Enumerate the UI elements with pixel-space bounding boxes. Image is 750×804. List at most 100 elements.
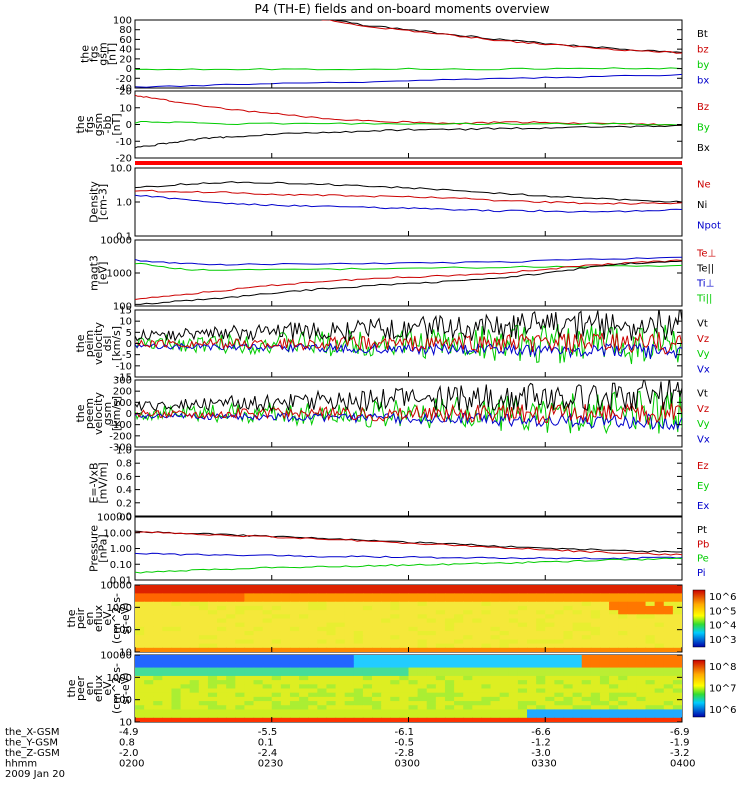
heatmap-cell xyxy=(372,684,382,690)
heatmap-cell xyxy=(426,631,437,636)
heatmap-cell xyxy=(144,635,154,641)
heatmap-cell xyxy=(271,610,282,615)
heatmap-cell xyxy=(545,659,555,664)
heatmap-cell xyxy=(545,614,555,620)
heatmap-cell xyxy=(299,701,309,706)
heatmap-cell xyxy=(171,688,182,694)
heatmap-cell xyxy=(171,696,182,702)
heatmap-cell xyxy=(162,643,173,649)
heatmap-cell xyxy=(609,701,619,706)
heatmap-cell xyxy=(481,647,492,652)
heatmap-cell xyxy=(481,593,492,599)
heatmap-cell xyxy=(217,601,227,607)
heatmap-cell xyxy=(636,675,647,681)
heatmap-cell xyxy=(308,655,318,660)
y-axis-label: the xyxy=(74,404,87,422)
heatmap-cell xyxy=(636,688,647,694)
heatmap-cell xyxy=(408,717,419,722)
heatmap-cell xyxy=(517,585,528,590)
heatmap-cell xyxy=(344,639,355,645)
heatmap-cell xyxy=(226,696,236,702)
heatmap-cell xyxy=(609,684,619,690)
heatmap-cell xyxy=(672,667,682,673)
heatmap-cell xyxy=(444,597,455,603)
heatmap-cell xyxy=(262,675,273,681)
heatmap-cell xyxy=(472,692,483,698)
heatmap-cell xyxy=(454,597,464,603)
heatmap-cell xyxy=(444,663,455,669)
heatmap-cell xyxy=(435,671,446,677)
heatmap-cell xyxy=(654,684,665,690)
heatmap-cell xyxy=(262,635,273,641)
heatmap-cell xyxy=(335,585,346,590)
heatmap-cell xyxy=(444,692,455,698)
legend-item: Vz xyxy=(697,334,709,345)
heatmap-cell xyxy=(353,631,364,636)
heatmap-cell xyxy=(308,605,318,611)
heatmap-cell xyxy=(144,601,154,607)
heatmap-cell xyxy=(444,635,455,641)
heatmap-cell xyxy=(299,713,309,719)
heatmap-cell xyxy=(207,696,218,702)
heatmap-cell xyxy=(454,610,464,615)
heatmap-cell xyxy=(144,671,154,677)
heatmap-cell xyxy=(536,643,546,649)
heatmap-cell xyxy=(654,692,665,698)
heatmap-cell xyxy=(408,680,419,685)
heatmap-cell xyxy=(153,717,163,722)
heatmap-cell xyxy=(144,618,154,624)
heatmap-cell xyxy=(353,696,364,702)
heatmap-cell xyxy=(235,705,245,711)
heatmap-cell xyxy=(399,701,410,706)
heatmap-cell xyxy=(609,647,619,652)
heatmap-cell xyxy=(554,696,565,702)
heatmap-cell xyxy=(463,688,473,694)
heatmap-cell xyxy=(636,618,647,624)
heatmap-cell xyxy=(472,667,483,673)
heatmap-cell xyxy=(481,680,492,685)
heatmap-cell xyxy=(618,605,628,611)
heatmap-cell xyxy=(326,675,337,681)
heatmap-cell xyxy=(599,717,610,722)
heatmap-cell xyxy=(317,614,328,620)
heatmap-cell xyxy=(299,647,309,652)
heatmap-cell xyxy=(417,622,428,628)
heatmap-cell xyxy=(672,635,682,641)
heatmap-cell xyxy=(627,589,638,594)
heatmap-cell xyxy=(444,647,455,652)
heatmap-cell xyxy=(253,705,264,711)
heatmap-cell xyxy=(162,614,173,620)
legend-item: Ey xyxy=(697,481,709,492)
heatmap-cell xyxy=(308,696,318,702)
heatmap-cell xyxy=(527,639,537,645)
heatmap-cell xyxy=(636,709,647,715)
heatmap-cell xyxy=(426,618,437,624)
heatmap-cell xyxy=(545,618,555,624)
legend-item: Te|| xyxy=(696,264,714,275)
heatmap-cell xyxy=(207,692,218,698)
panel-p9: 10^610^510^410^310000100010010thepeirene… xyxy=(65,581,736,659)
heatmap-cell xyxy=(536,709,546,715)
y-axis-label: the xyxy=(79,45,92,63)
heatmap-cell xyxy=(554,614,565,620)
heatmap-cell xyxy=(372,605,382,611)
heatmap-cell xyxy=(253,701,264,706)
heatmap-cell xyxy=(408,655,419,660)
heatmap-cell xyxy=(217,713,227,719)
heatmap-cell xyxy=(381,643,391,649)
y-tick-label: 10 xyxy=(119,718,132,729)
heatmap-cell xyxy=(572,639,583,645)
heatmap-cell xyxy=(554,659,565,664)
heatmap-cell xyxy=(171,717,182,722)
heatmap-cell xyxy=(381,705,391,711)
heatmap-cell xyxy=(490,709,501,715)
heatmap-cell xyxy=(599,692,610,698)
heatmap-cell xyxy=(353,659,364,664)
y-tick-label: 10 xyxy=(119,648,132,659)
heatmap-cell xyxy=(317,713,328,719)
heatmap-cell xyxy=(280,663,291,669)
heatmap-cell xyxy=(308,597,318,603)
heatmap-cell xyxy=(645,647,656,652)
heatmap-cell xyxy=(226,675,236,681)
heatmap-cell xyxy=(663,709,674,715)
